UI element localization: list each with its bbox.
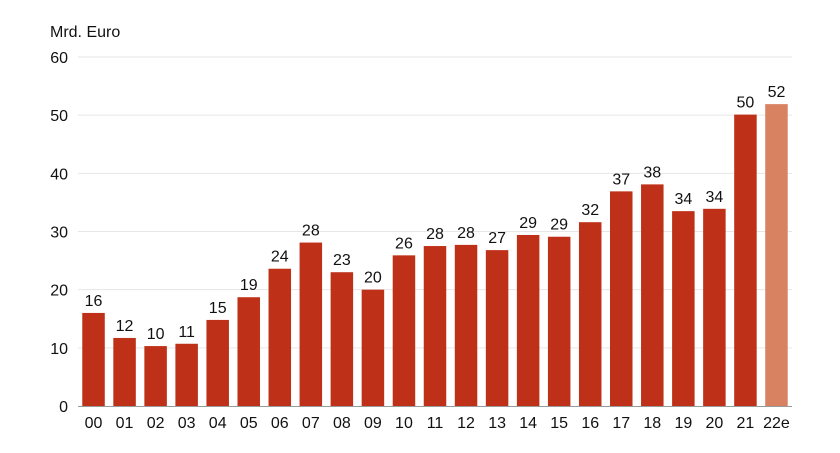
- bar: [144, 346, 167, 406]
- value-label: 34: [674, 191, 692, 208]
- bars: [82, 104, 788, 407]
- value-label: 28: [426, 226, 444, 243]
- value-label: 19: [240, 277, 258, 294]
- y-axis-ticks: 0 10 20 30 40 50 60: [50, 50, 68, 416]
- bar: [423, 246, 447, 406]
- bar: [206, 319, 229, 406]
- value-label: 23: [333, 252, 351, 269]
- y-tick-label: 10: [50, 341, 68, 358]
- x-tick-label: 11: [427, 415, 444, 432]
- x-tick-label: 05: [240, 415, 258, 432]
- value-label: 12: [116, 318, 134, 335]
- bar: [610, 191, 633, 406]
- value-label: 37: [612, 171, 630, 188]
- value-label: 10: [147, 326, 165, 343]
- y-tick-label: 50: [50, 108, 68, 125]
- bar: [703, 208, 726, 406]
- value-label: 28: [457, 225, 475, 242]
- x-tick-label: 17: [612, 415, 630, 432]
- x-tick-label: 21: [737, 415, 755, 432]
- x-tick-label: 08: [333, 415, 351, 432]
- bar-estimate: [765, 104, 788, 407]
- bar: [516, 234, 540, 406]
- bar: [237, 297, 260, 406]
- x-tick-label: 03: [178, 415, 196, 432]
- bar: [578, 222, 602, 406]
- x-tick-label: 10: [395, 415, 413, 432]
- value-label: 34: [705, 189, 723, 206]
- x-tick-label: 06: [271, 415, 289, 432]
- x-tick-label: 04: [209, 415, 227, 432]
- bar: [268, 268, 292, 406]
- bar: [672, 211, 695, 406]
- bar: [113, 337, 136, 406]
- value-label: 15: [209, 300, 227, 317]
- value-label: 38: [643, 164, 661, 181]
- bar: [330, 272, 354, 406]
- value-label: 20: [364, 270, 382, 287]
- value-label: 52: [768, 84, 786, 101]
- bar: [361, 289, 385, 406]
- y-tick-label: 0: [59, 399, 68, 416]
- x-tick-label: 12: [457, 415, 475, 432]
- bar: [485, 250, 509, 406]
- value-label: 27: [488, 230, 506, 247]
- x-tick-label: 00: [85, 415, 103, 432]
- x-tick-label: 19: [674, 415, 692, 432]
- value-label: 24: [271, 249, 289, 266]
- bar: [392, 255, 416, 406]
- x-tick-label: 02: [147, 415, 165, 432]
- value-label: 11: [178, 324, 195, 341]
- x-tick-label: 20: [705, 415, 723, 432]
- y-axis-unit-label: Mrd. Euro: [50, 24, 120, 41]
- bar: [547, 236, 571, 406]
- x-tick-label: 15: [550, 415, 568, 432]
- x-tick-label: 16: [581, 415, 599, 432]
- y-tick-label: 40: [50, 166, 68, 183]
- value-label: 16: [85, 293, 103, 310]
- value-label: 32: [581, 202, 599, 219]
- x-tick-label: 18: [643, 415, 661, 432]
- bar: [299, 242, 323, 406]
- x-tick-label: 22e: [763, 415, 790, 432]
- bar: [454, 244, 478, 406]
- bar: [641, 184, 664, 406]
- y-tick-label: 60: [50, 50, 68, 67]
- value-label: 29: [550, 217, 568, 234]
- value-label: 50: [737, 95, 755, 112]
- bar: [175, 343, 198, 406]
- bar: [82, 312, 105, 406]
- y-tick-label: 30: [50, 225, 68, 242]
- value-label: 28: [302, 223, 320, 240]
- value-labels: 16 12 10 11 15 19 24 28 23 20 26 28 28 27 29 29 32 37 38 34…: [85, 84, 786, 343]
- x-tick-label: 13: [488, 415, 506, 432]
- x-axis-ticks: 00 01 02 03 04 05 06 07 08 09 10 11 12 13 14 15 16 17 18 19…: [85, 415, 790, 432]
- bar: [734, 114, 757, 407]
- value-label: 26: [395, 235, 413, 252]
- value-label: 29: [519, 215, 537, 232]
- x-tick-label: 09: [364, 415, 382, 432]
- x-tick-label: 14: [519, 415, 537, 432]
- x-tick-label: 01: [116, 415, 134, 432]
- y-tick-label: 20: [50, 283, 68, 300]
- x-tick-label: 07: [302, 415, 320, 432]
